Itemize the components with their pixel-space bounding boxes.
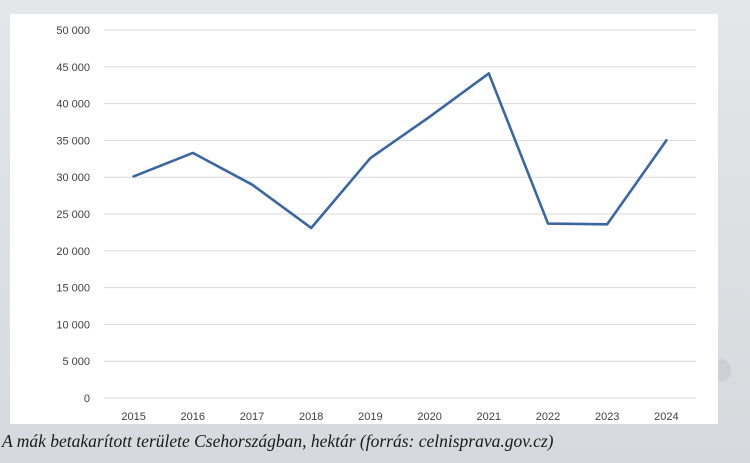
y-tick-label: 20 000 [56, 246, 90, 258]
x-tick-label: 2016 [181, 411, 205, 423]
x-axis-ticks: 2015 2016 2017 2018 2019 2020 2021 2022 2023 2024 [121, 411, 678, 423]
line-chart: 0 5 000 10 000 15 000 20 000 25 000 30 000 35 0… [56, 25, 696, 423]
y-tick-label: 15 000 [56, 283, 90, 295]
y-tick-label: 0 [84, 393, 90, 405]
y-tick-label: 45 000 [56, 62, 90, 74]
x-tick-label: 2024 [654, 411, 678, 423]
figure-caption: A mák betakarított területe Csehországba… [2, 431, 554, 451]
gridlines [104, 29, 696, 399]
x-tick-label: 2020 [417, 411, 441, 423]
y-tick-label: 25 000 [56, 209, 90, 221]
y-tick-label: 35 000 [56, 135, 90, 147]
x-tick-label: 2017 [240, 411, 264, 423]
chart-panel: 0 5 000 10 000 15 000 20 000 25 000 30 000 35 0… [10, 14, 718, 424]
series-line [132, 72, 668, 230]
x-tick-label: 2022 [536, 411, 560, 423]
y-tick-label: 50 000 [56, 25, 90, 37]
y-tick-label: 40 000 [56, 99, 90, 111]
y-tick-label: 30 000 [56, 172, 90, 184]
y-tick-label: 10 000 [56, 319, 90, 331]
x-tick-label: 2021 [477, 411, 501, 423]
x-tick-label: 2015 [121, 411, 145, 423]
x-tick-label: 2019 [358, 411, 382, 423]
series-layer [132, 72, 668, 230]
x-tick-label: 2023 [595, 411, 619, 423]
x-tick-label: 2018 [299, 411, 323, 423]
y-tick-label: 5 000 [62, 356, 90, 368]
y-axis-ticks: 0 5 000 10 000 15 000 20 000 25 000 30 000 35 0… [56, 25, 90, 405]
